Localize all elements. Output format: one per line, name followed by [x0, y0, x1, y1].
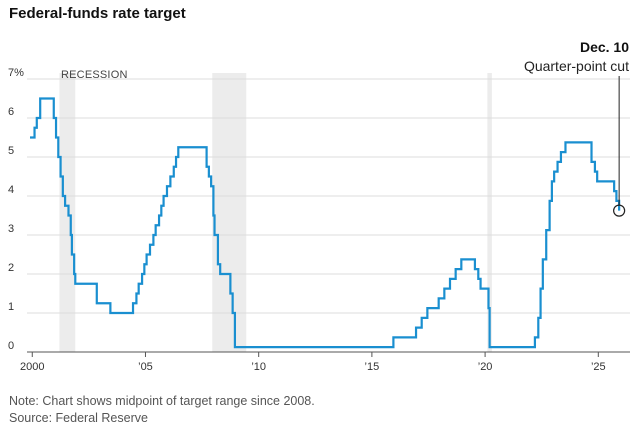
x-tick-label-2025: ’25 [591, 361, 606, 373]
x-tick-label-2000: 2000 [20, 361, 44, 373]
recession-band-0 [59, 73, 76, 352]
recession-bands [59, 73, 492, 352]
annotation-marker [613, 204, 626, 217]
x-axis-ticks: 2000 ’05 ’10 ’15 ’20 ’25 [20, 352, 606, 373]
x-tick-label-2015: ’15 [365, 361, 380, 373]
y-tick-label-7: 7% [8, 67, 24, 79]
y-tick-label-4: 4 [8, 184, 14, 196]
chart-footnote: Note: Chart shows midpoint of target ran… [9, 393, 315, 427]
source-text: Source: Federal Reserve [9, 411, 148, 425]
recession-band-1 [212, 73, 247, 352]
annotation-text: Quarter-point cut [524, 58, 629, 74]
series-line-fed-funds [30, 97, 621, 349]
chart-title: Federal-funds rate target [9, 5, 186, 22]
recession-label: RECESSION [61, 69, 128, 81]
grid-lines [27, 78, 630, 353]
y-tick-label-0: 0 [8, 340, 14, 352]
recession-band-2 [487, 73, 492, 352]
x-tick-label-2005: ’05 [138, 361, 153, 373]
y-tick-label-5: 5 [8, 145, 14, 157]
note-text: Note: Chart shows midpoint of target ran… [9, 394, 315, 408]
y-tick-label-2: 2 [8, 262, 14, 274]
x-tick-label-2020: ’20 [478, 361, 493, 373]
x-tick-label-2010: ’10 [251, 361, 266, 373]
y-tick-label-6: 6 [8, 106, 14, 118]
y-axis-ticks: 0 1 2 3 4 5 6 7% [8, 67, 24, 352]
y-tick-label-3: 3 [8, 223, 14, 235]
annotation-date: Dec. 10 [580, 39, 629, 55]
y-tick-label-1: 1 [8, 301, 14, 313]
